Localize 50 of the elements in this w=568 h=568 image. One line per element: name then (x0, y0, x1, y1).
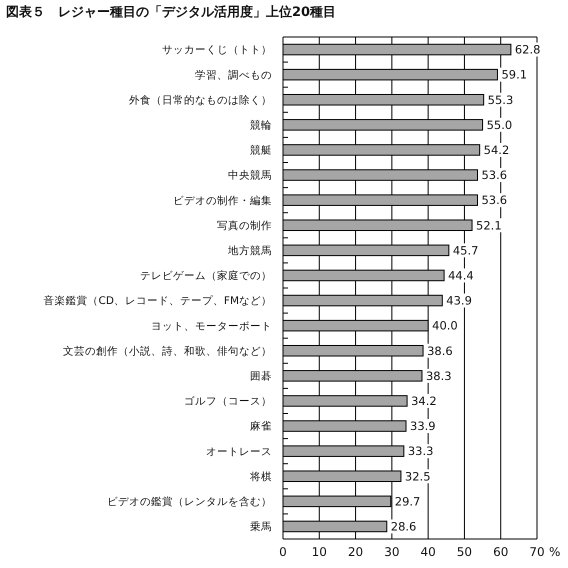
data-label: 52.1 (476, 218, 502, 232)
y-tick-label: 外食（日常的なものは除く） (129, 93, 272, 106)
data-label: 38.6 (427, 344, 453, 358)
data-label: 45.7 (452, 243, 478, 258)
data-label: 28.6 (390, 519, 416, 534)
data-label: 29.7 (394, 494, 420, 508)
x-tick-label: 20 (348, 545, 364, 559)
data-label: 33.9 (410, 419, 436, 434)
x-tick-label: 0 (279, 545, 287, 559)
data-label: 53.6 (481, 193, 508, 208)
data-label: 34.2 (411, 394, 437, 408)
y-tick-label: テレビゲーム（家庭での） (140, 269, 272, 282)
y-tick-label: 乗馬 (250, 520, 272, 534)
data-label: 33.3 (408, 444, 434, 458)
x-tick-label: 30 (384, 545, 400, 559)
data-label: 55.0 (486, 118, 512, 132)
data-label: 40.0 (432, 318, 458, 333)
x-tick-label: 60 (493, 545, 508, 559)
data-label: 59.1 (501, 68, 528, 82)
data-label: 62.8 (514, 42, 540, 57)
y-tick-label: 音楽鑑賞（CD、レコード、テープ、FMなど） (43, 294, 272, 308)
x-axis-title: % (549, 545, 560, 559)
y-tick-label: ゴルフ（コース） (184, 396, 272, 408)
y-tick-label: 麻雀 (250, 420, 272, 433)
y-tick-label: ビデオの制作・編集 (173, 194, 272, 207)
text: 図表５ レジャー種目の「デジタル活用度」上位20種目 (6, 4, 336, 20)
y-tick-label: 学習、調べもの (195, 68, 272, 82)
y-tick-label: オートレース (206, 446, 272, 458)
data-label: 43.9 (446, 294, 472, 308)
y-tick-label: 競艇 (250, 144, 272, 157)
y-tick-label: ヨット、モーターボート (151, 320, 272, 332)
y-tick-label: 地方競馬 (227, 244, 272, 258)
x-tick-label: 70 (529, 545, 545, 559)
y-tick-label: 囲碁 (250, 370, 272, 383)
y-tick-label: 将棋 (249, 470, 272, 483)
y-tick-label: 文芸の創作（小説、詩、和歌、俳句など） (63, 344, 272, 358)
y-tick-label: サッカーくじ（トト） (162, 44, 272, 56)
data-label: 32.5 (404, 469, 431, 484)
y-tick-label: 競輪 (250, 118, 272, 132)
y-tick-label: ビデオの鑑賞（レンタルを含む） (107, 495, 272, 508)
x-tick-label: 10 (312, 545, 327, 559)
data-label: 44.4 (448, 268, 474, 282)
data-label: 53.6 (481, 168, 508, 182)
y-tick-label: 写真の制作 (217, 218, 272, 232)
data-label: 54.2 (484, 142, 510, 157)
data-label: 55.3 (488, 92, 514, 107)
x-tick-label: 40 (420, 545, 436, 559)
y-tick-label: 中央競馬 (228, 168, 272, 182)
x-tick-label: 50 (456, 545, 472, 559)
data-label: 38.3 (426, 368, 452, 383)
